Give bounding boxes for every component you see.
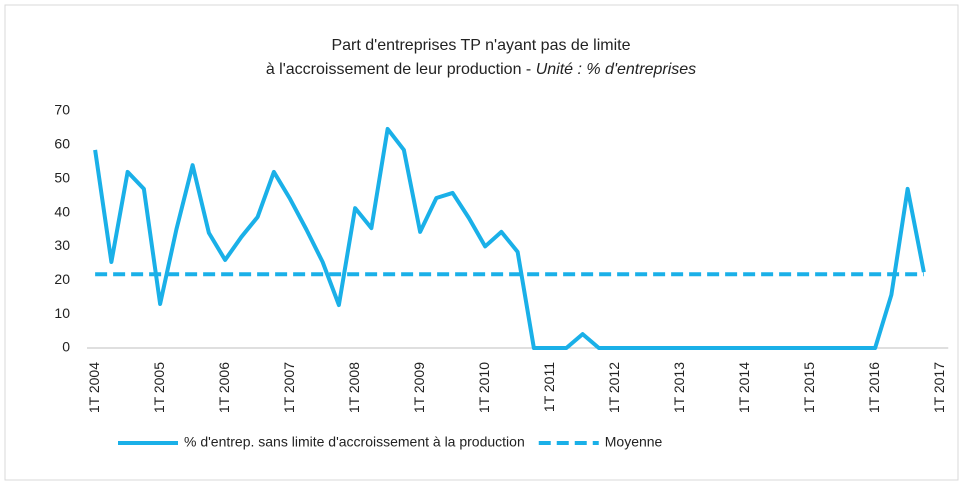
y-tick-label: 0 [62,339,70,355]
x-tick-label: 1T 2015 [801,362,817,413]
x-tick-label: 1T 2008 [346,362,362,413]
y-tick-label: 60 [54,136,70,152]
y-tick-label: 30 [54,237,70,253]
y-tick-label: 40 [54,203,70,219]
x-tick-label: 1T 2014 [736,362,752,413]
legend-label: Moyenne [605,434,663,450]
x-tick-label: 1T 2004 [86,362,102,413]
x-tick-label: 1T 2016 [866,362,882,413]
x-tick-label: 1T 2010 [476,362,492,413]
chart-title: Part d'entreprises TP n'ayant pas de lim… [331,37,630,54]
chart-subtitle: Unité : % d'entreprises [536,61,696,78]
y-tick-label: 10 [54,305,70,321]
y-tick-label: 70 [54,102,70,118]
legend-label: % d'entrep. sans limite d'accroissement … [184,434,525,450]
x-tick-label: 1T 2007 [281,362,297,413]
x-tick-label: 1T 2006 [216,362,232,413]
x-tick-label: 1T 2009 [411,362,427,413]
y-tick-label: 20 [54,271,70,287]
y-tick-label: 50 [54,169,70,185]
x-tick-label: 1T 2012 [606,362,622,413]
x-tick-label: 1T 2011 [541,362,557,412]
series-line [93,126,926,350]
x-tick-label: 1T 2017 [931,362,947,413]
x-tick-label: 1T 2013 [671,362,687,413]
x-tick-label: 1T 2005 [151,362,167,413]
chart-title: à l'accroissement de leur production - U… [266,61,696,78]
chart-title: à l'accroissement de leur production - [266,61,531,78]
